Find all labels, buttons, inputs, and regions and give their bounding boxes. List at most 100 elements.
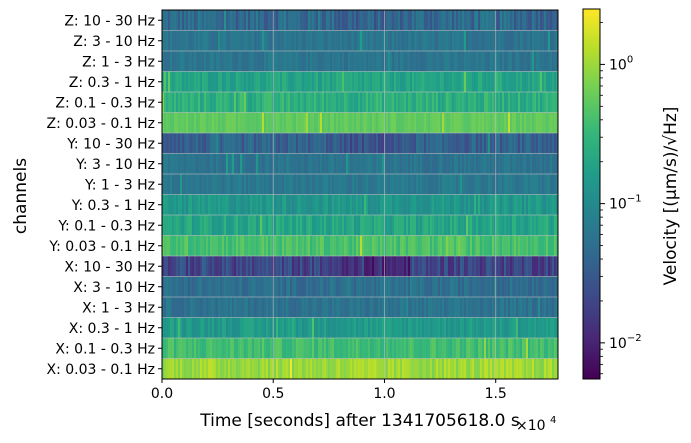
- heatmap-cell: [166, 10, 169, 31]
- heatmap-cell: [436, 317, 439, 339]
- heatmap-cell: [452, 194, 455, 216]
- heatmap-cell: [526, 92, 529, 113]
- heatmap-cell: [386, 235, 389, 257]
- heatmap-cell: [278, 338, 281, 359]
- heatmap-cell: [190, 71, 193, 93]
- heatmap-cell: [292, 71, 295, 93]
- heatmap-cell: [346, 194, 349, 216]
- heatmap-cell: [424, 71, 427, 93]
- heatmap-cell: [420, 10, 423, 31]
- heatmap-cell: [266, 153, 269, 175]
- heatmap-cell: [234, 112, 237, 134]
- heatmap-cell: [236, 92, 239, 113]
- heatmap-cell: [524, 153, 527, 175]
- heatmap-cell: [262, 235, 265, 257]
- heatmap-cell: [326, 194, 329, 216]
- heatmap-cell: [178, 317, 181, 339]
- heatmap-cell: [192, 133, 195, 154]
- heatmap-cell: [380, 51, 383, 72]
- heatmap-cell: [492, 92, 495, 113]
- heatmap-cell: [450, 256, 453, 277]
- heatmap-cell: [172, 174, 175, 195]
- heatmap-cell: [304, 51, 307, 72]
- heatmap-cell: [478, 235, 481, 257]
- heatmap-cell: [162, 215, 165, 236]
- heatmap-cell: [202, 92, 205, 113]
- x-offset-exponent: 4: [550, 415, 556, 426]
- heatmap-cell: [242, 112, 245, 134]
- heatmap-cell: [410, 358, 413, 380]
- heatmap-cell: [542, 317, 545, 339]
- heatmap-cell: [212, 358, 215, 380]
- heatmap-cell: [178, 194, 181, 216]
- heatmap-cell: [162, 194, 165, 216]
- heatmap-cell: [550, 153, 553, 175]
- heatmap-cell: [246, 174, 249, 195]
- heatmap-cell: [540, 317, 543, 339]
- heatmap-cell: [444, 338, 447, 359]
- heatmap-cell: [448, 317, 451, 339]
- heatmap-cell: [202, 256, 205, 277]
- heatmap-cell: [188, 215, 191, 236]
- heatmap-cell: [186, 235, 189, 257]
- heatmap-cell: [234, 317, 237, 339]
- heatmap-cell: [288, 358, 291, 380]
- heatmap-cell: [294, 51, 297, 72]
- heatmap-cell: [416, 256, 419, 277]
- heatmap-cell: [340, 92, 343, 113]
- heatmap-cell: [348, 358, 351, 380]
- heatmap-cell: [186, 174, 189, 195]
- heatmap-cell: [184, 235, 187, 257]
- heatmap-cell: [526, 30, 529, 52]
- heatmap-cell: [490, 30, 493, 52]
- heatmap-cell: [520, 194, 523, 216]
- heatmap-cell: [540, 215, 543, 236]
- heatmap-cell: [500, 338, 503, 359]
- heatmap-cell: [410, 112, 413, 134]
- heatmap-cell: [394, 297, 397, 318]
- heatmap-cell: [540, 174, 543, 195]
- heatmap-cell: [216, 338, 219, 359]
- heatmap-cell: [254, 10, 257, 31]
- heatmap-cell: [354, 235, 357, 257]
- heatmap-cell: [532, 276, 535, 298]
- heatmap-cell: [244, 51, 247, 72]
- heatmap-cell: [356, 51, 359, 72]
- heatmap-cell: [282, 358, 285, 380]
- heatmap-cell: [184, 10, 187, 31]
- heatmap-cell: [464, 215, 467, 236]
- heatmap-cell: [324, 317, 327, 339]
- heatmap-cell: [476, 10, 479, 31]
- heatmap-cell: [510, 51, 513, 72]
- heatmap-cell: [502, 174, 505, 195]
- heatmap-cell: [220, 358, 223, 380]
- heatmap-cell: [230, 338, 233, 359]
- heatmap-cell: [370, 92, 373, 113]
- heatmap-cell: [418, 297, 421, 318]
- heatmap-cell: [396, 174, 399, 195]
- heatmap-cell: [548, 317, 551, 339]
- heatmap-cell: [378, 194, 381, 216]
- heatmap-cell: [460, 317, 463, 339]
- heatmap-cell: [236, 30, 239, 52]
- heatmap-cell: [402, 276, 405, 298]
- heatmap-cell: [386, 256, 389, 277]
- heatmap-cell: [222, 10, 225, 31]
- heatmap-cell: [342, 92, 345, 113]
- heatmap-cell: [482, 153, 485, 175]
- heatmap-cell: [498, 256, 501, 277]
- heatmap-cell: [168, 10, 171, 31]
- heatmap-cell: [298, 235, 301, 257]
- heatmap-cell: [260, 215, 263, 236]
- heatmap-cell: [436, 51, 439, 72]
- heatmap-cell: [388, 153, 391, 175]
- heatmap-cell: [310, 10, 313, 31]
- heatmap-cell: [350, 338, 353, 359]
- y-tick-label: X: 0.3 - 1 Hz: [69, 321, 155, 337]
- heatmap-cell: [384, 10, 387, 31]
- heatmap-cell: [390, 317, 393, 339]
- heatmap-cell: [500, 30, 503, 52]
- heatmap-cell: [496, 215, 499, 236]
- heatmap-cell: [422, 338, 425, 359]
- heatmap-cell: [454, 174, 457, 195]
